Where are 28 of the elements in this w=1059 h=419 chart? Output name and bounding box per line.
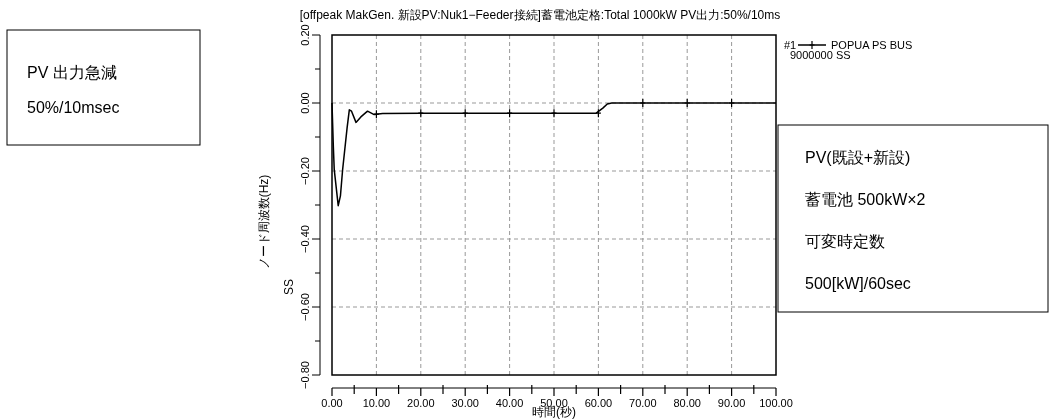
x-tick-label: 30.00 <box>451 397 479 409</box>
text: PV 出力急減 <box>27 64 117 81</box>
text: PV(既設+新設) <box>805 149 911 166</box>
chart-title: [offpeak MakGen. 新設PV:Nuk1−Feeder接続]蓄電池定格:Total 1000kW PV出力:50%/10ms <box>299 8 781 22</box>
text: 500[kW]/60sec <box>805 275 911 292</box>
y-tick-label: −0.80 <box>298 361 311 389</box>
x-tick-label: 90.00 <box>717 397 746 409</box>
x-tick-label: 0.00 <box>321 397 343 409</box>
x-tick-label: 20.00 <box>407 397 435 409</box>
y-tick-label: 0.00 <box>298 92 311 114</box>
y-tick-label: 0.20 <box>298 24 311 46</box>
x-tick-label: 70.00 <box>629 397 657 409</box>
x-tick-label: 40.00 <box>495 397 524 409</box>
legend-label: POPUA PS BUS <box>831 39 913 51</box>
x-tick-label: 100.00 <box>759 397 793 409</box>
x-tick-label: 60.00 <box>584 397 613 409</box>
text: 蓄電池 500kW×2 <box>805 191 926 208</box>
y-tick-label: −0.60 <box>298 293 311 321</box>
y-tick-label: −0.20 <box>298 157 311 185</box>
y-tick-label: −0.40 <box>298 225 311 253</box>
text: SS <box>282 278 296 296</box>
text: 50%/10msec <box>27 99 120 116</box>
y-axis-title: ノード周波数(Hz) <box>257 174 271 270</box>
text: 可変時定数 <box>805 233 885 250</box>
text: #1 <box>784 39 797 51</box>
x-tick-label: 10.00 <box>362 397 391 409</box>
x-tick-label: 80.00 <box>673 397 701 409</box>
text: 9000000 SS <box>790 49 851 61</box>
